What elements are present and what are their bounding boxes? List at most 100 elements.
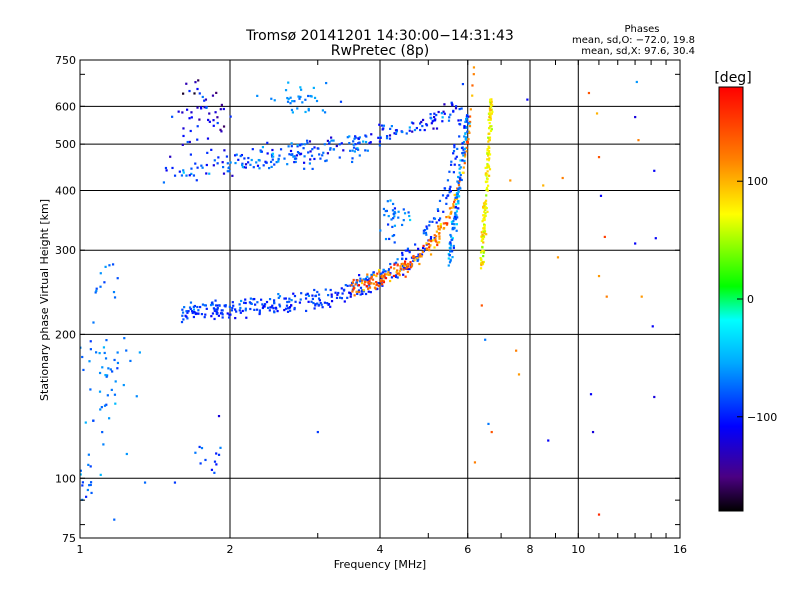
cluster-point [105, 375, 108, 378]
trace-point [220, 312, 224, 315]
trace-point [243, 157, 246, 160]
scatter-point [526, 98, 529, 101]
trace-point [350, 284, 353, 287]
scatter-point [561, 176, 564, 180]
trace-point [356, 147, 359, 150]
trace-point [192, 308, 196, 311]
trace-point [420, 255, 423, 258]
trace-point [352, 140, 355, 143]
trace-point [482, 255, 485, 258]
cluster-point [210, 468, 214, 471]
trace-point [348, 291, 351, 294]
cluster-point [186, 140, 189, 144]
trace-point [443, 112, 446, 115]
trace-point [313, 288, 316, 292]
trace-point [340, 142, 343, 145]
trace-point [382, 279, 385, 282]
trace-point [171, 166, 174, 170]
trace-point [438, 227, 441, 230]
trace-point [457, 202, 460, 205]
trace-point [310, 154, 314, 157]
trace-point [352, 278, 355, 282]
trace-point [313, 146, 316, 149]
trace-point [367, 290, 370, 293]
trace-point [295, 154, 299, 157]
trace-point [449, 113, 452, 116]
cluster-point [204, 458, 207, 462]
trace-point [468, 131, 471, 134]
trace-point [346, 296, 349, 299]
scatter-point [487, 422, 490, 426]
trace-point [199, 305, 202, 309]
trace-point [358, 274, 361, 277]
trace-point [487, 132, 490, 135]
cluster-point [220, 103, 223, 107]
trace-point [194, 162, 197, 165]
trace-point [445, 202, 448, 205]
scatter-point [173, 481, 177, 484]
trace-point [288, 300, 291, 303]
trace-point [304, 297, 308, 300]
data-points [80, 66, 657, 521]
trace-point [263, 303, 267, 306]
trace-point [222, 172, 226, 175]
trace-point [229, 313, 232, 316]
trace-point [392, 274, 396, 278]
trace-point [456, 147, 459, 151]
trace-point [465, 117, 468, 121]
cluster-point [198, 445, 201, 449]
trace-point [224, 304, 227, 307]
trace-point [217, 314, 221, 317]
trace-point [461, 152, 464, 155]
trace-point [457, 199, 460, 203]
trace-point [286, 300, 289, 304]
trace-point [370, 133, 373, 136]
trace-point [242, 301, 246, 304]
trace-point [215, 311, 218, 314]
trace-point [343, 300, 346, 303]
trace-point [244, 166, 247, 169]
trace-point [330, 293, 333, 296]
trace-point [488, 138, 491, 141]
trace-point [455, 197, 459, 201]
trace-point [348, 141, 351, 145]
x-tick-label: 10 [571, 543, 585, 556]
trace-point [213, 309, 216, 312]
trace-point [484, 166, 487, 170]
cluster-point [379, 229, 382, 232]
cluster-point [103, 281, 106, 284]
cluster-point [287, 81, 290, 84]
trace-point [450, 206, 453, 209]
trace-point [458, 135, 461, 138]
cluster-point [181, 111, 184, 114]
trace-point [262, 305, 265, 308]
cluster-point [135, 395, 138, 398]
trace-point [482, 250, 486, 253]
trace-point [365, 285, 368, 288]
trace-point [225, 155, 229, 158]
trace-point [426, 227, 429, 230]
scatter-point [637, 139, 640, 142]
trace-point [453, 163, 456, 166]
trace-point [379, 280, 382, 283]
trace-point [406, 270, 409, 273]
trace-point [287, 307, 290, 310]
trace-point [210, 302, 214, 305]
trace-point [394, 132, 398, 135]
trace-point [416, 257, 419, 260]
cluster-point [112, 290, 116, 294]
scatter-point [634, 115, 637, 119]
trace-point [459, 159, 462, 162]
trace-point [361, 292, 364, 295]
scatter-point [490, 430, 493, 434]
trace-point [424, 231, 428, 234]
cluster-point [116, 361, 120, 365]
trace-point [441, 120, 444, 123]
trace-point [288, 297, 291, 300]
colorbar-tick-label: 100 [747, 175, 768, 188]
trace-point [430, 240, 433, 243]
trace-point [381, 279, 384, 283]
cluster-point [85, 495, 88, 498]
trace-point [388, 273, 392, 276]
trace-point [390, 125, 393, 128]
